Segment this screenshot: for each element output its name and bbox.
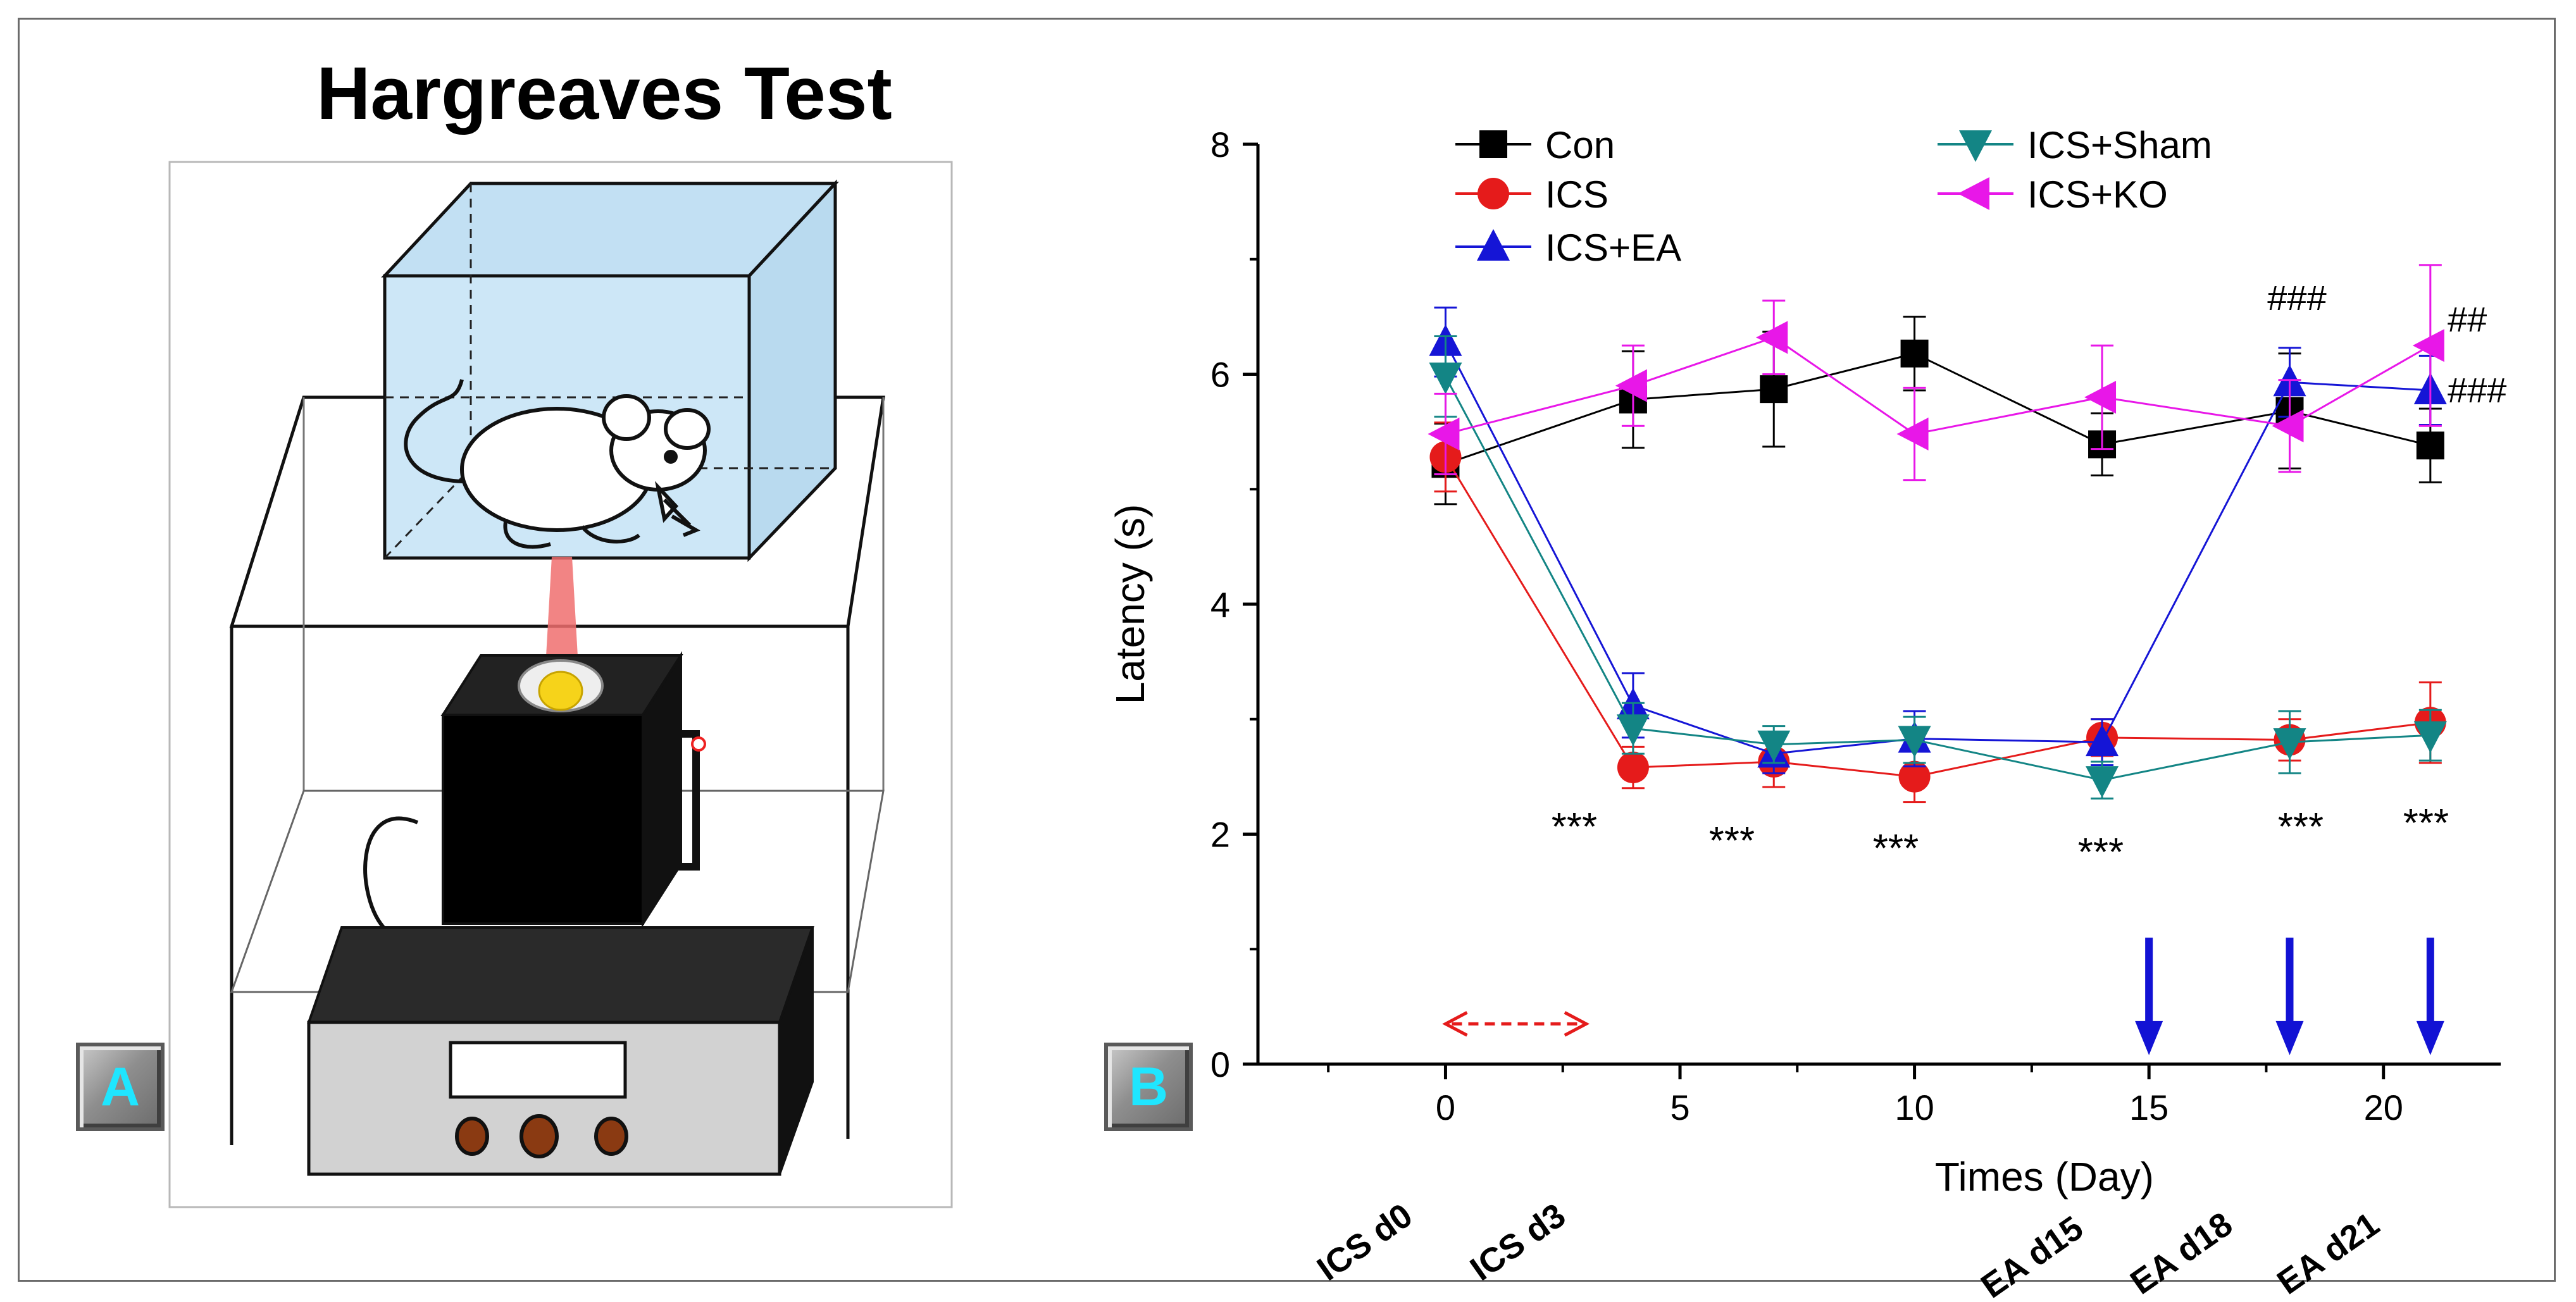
data-point xyxy=(2086,724,2119,757)
y-tick-label: 4 xyxy=(1210,585,1230,624)
x-tick-label: 10 xyxy=(1895,1088,1934,1127)
y-tick-label: 0 xyxy=(1210,1045,1230,1084)
chart-axes: 0 2 4 6 8 0 5 10 15 20 Times (Day) Latency (s) xyxy=(1107,125,2501,1200)
y-axis-label: Latency (s) xyxy=(1107,504,1153,705)
panel-b: 0 2 4 6 8 0 5 10 15 20 Times (Day) Latency (s) Con I… xyxy=(1076,0,2576,1302)
data-point xyxy=(2086,766,2119,798)
day-labels: ICS d0 ICS d3 EA d15 EA d18 EA d21 xyxy=(1310,1196,2386,1302)
data-point xyxy=(2273,728,2306,760)
legend-marker xyxy=(1478,178,1509,209)
legend-marker xyxy=(1477,229,1510,261)
y-tick-label: 8 xyxy=(1210,125,1230,164)
sig-marker-day18: *** xyxy=(2278,805,2324,849)
day-label-ics-d0: ICS d0 xyxy=(1310,1196,1419,1289)
data-point xyxy=(1428,418,1460,451)
display-screen xyxy=(449,1041,627,1099)
data-point xyxy=(1900,339,1929,368)
data-point xyxy=(2416,431,2444,460)
data-point xyxy=(2272,409,2304,443)
heat-source-box xyxy=(363,651,706,932)
legend-label: ICS+KO xyxy=(2027,173,2168,216)
day-label-ics-d3: ICS d3 xyxy=(1464,1196,1572,1289)
x-tick-label: 15 xyxy=(2129,1088,2168,1127)
data-point xyxy=(2412,329,2444,363)
x-tick-label: 0 xyxy=(1436,1088,1455,1127)
data-point xyxy=(2084,380,2117,414)
ics-period-arrow-head-right xyxy=(1564,1011,1590,1037)
mouse-icon xyxy=(404,379,711,549)
sig-marker-day14: *** xyxy=(2078,831,2124,874)
panel-b-badge: B xyxy=(1104,1043,1193,1131)
series-con xyxy=(1431,316,2444,505)
control-knob xyxy=(594,1117,628,1156)
y-tick-label: 2 xyxy=(1210,815,1230,855)
series-ics-ko xyxy=(1428,264,2444,481)
panel-a-badge: A xyxy=(76,1043,165,1131)
control-unit xyxy=(307,926,814,1176)
data-point xyxy=(2413,721,2447,753)
series-ics-sham xyxy=(1429,335,2447,800)
ea-arrow-head xyxy=(2275,1020,2304,1055)
legend-marker xyxy=(1958,177,1989,210)
data-point xyxy=(1615,369,1647,402)
ea-arrow-head xyxy=(2416,1020,2444,1055)
legend-item: Con xyxy=(1455,124,1615,166)
chart-annotations: *** *** *** *** *** *** ### ## ### xyxy=(1442,278,2506,1055)
legend-label: ICS xyxy=(1545,173,1608,216)
y-tick-label: 6 xyxy=(1210,355,1230,395)
chart-legend: Con ICS ICS+EA ICS+Sham ICS+KO xyxy=(1455,124,2212,269)
legend-item: ICS xyxy=(1455,173,1608,216)
legend-marker xyxy=(1479,130,1507,158)
data-point xyxy=(1429,363,1462,395)
legend-item: ICS+Sham xyxy=(1938,124,2212,166)
ics-period-arrow-head-left xyxy=(1442,1011,1468,1037)
data-point xyxy=(1617,752,1649,784)
legend-item: ICS+KO xyxy=(1938,173,2168,216)
series-ics-ea xyxy=(1429,306,2447,774)
illustration-border xyxy=(168,161,953,1208)
sig-marker-day7: *** xyxy=(1709,819,1755,863)
day-label-ea-d21: EA d21 xyxy=(2270,1205,2386,1302)
data-point xyxy=(1898,726,1931,758)
hash-marker-ko-d21: ## xyxy=(2448,299,2487,339)
data-point xyxy=(1898,760,1931,793)
sig-marker-day4: *** xyxy=(1552,805,1597,849)
legend-label: Con xyxy=(1545,124,1615,166)
legend-label: ICS+Sham xyxy=(2027,124,2212,166)
day-label-ea-d15: EA d15 xyxy=(1974,1209,2090,1302)
x-axis-label: Times (Day) xyxy=(1935,1154,2154,1200)
hargreaves-illustration xyxy=(168,161,953,1208)
data-point xyxy=(1616,714,1650,747)
chart-series xyxy=(1428,264,2447,803)
x-tick-label: 20 xyxy=(2364,1088,2403,1127)
data-point xyxy=(1760,375,1788,404)
panel-a: Hargreaves Test xyxy=(0,0,1076,1302)
hash-marker-ea-d21: ### xyxy=(2448,370,2506,410)
latency-chart: 0 2 4 6 8 0 5 10 15 20 Times (Day) Latency (s) Con I… xyxy=(1107,124,2506,1302)
data-point xyxy=(1756,321,1788,354)
legend-label: ICS+EA xyxy=(1545,226,1681,269)
data-point xyxy=(1757,730,1791,762)
ea-arrow-head xyxy=(2135,1020,2163,1055)
control-knob xyxy=(455,1117,489,1156)
day-label-ea-d18: EA d18 xyxy=(2124,1205,2239,1302)
legend-marker xyxy=(1959,130,1992,162)
panel-a-title: Hargreaves Test xyxy=(316,52,892,135)
sig-marker-day21: *** xyxy=(2403,802,2449,845)
x-tick-label: 5 xyxy=(1670,1088,1689,1127)
hash-marker-ko-d18: ### xyxy=(2267,278,2326,318)
control-knob xyxy=(520,1114,559,1158)
legend-item: ICS+EA xyxy=(1455,226,1681,269)
sig-marker-day10: *** xyxy=(1873,827,1919,871)
data-point xyxy=(1896,418,1929,451)
